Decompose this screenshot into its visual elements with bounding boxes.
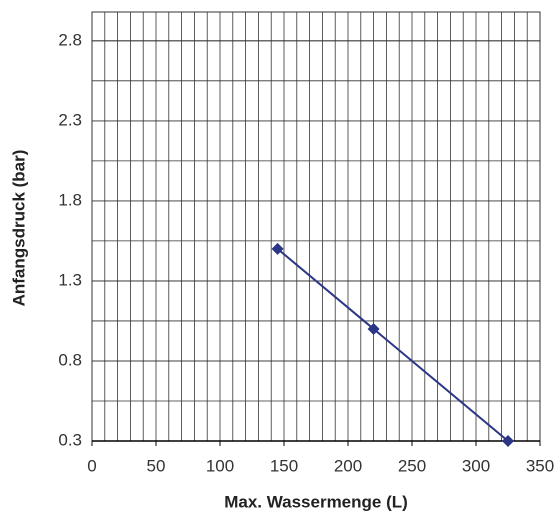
x-tick-label: 0 bbox=[87, 456, 96, 475]
x-tick-label: 100 bbox=[206, 456, 234, 475]
x-tick-label: 200 bbox=[334, 456, 362, 475]
marker bbox=[271, 242, 284, 255]
x-tick-label: 250 bbox=[398, 456, 426, 475]
x-tick-label: 150 bbox=[270, 456, 298, 475]
y-tick-label: 2.3 bbox=[58, 110, 82, 129]
y-tick-label: 2.8 bbox=[58, 30, 82, 49]
y-tick-label: 0.3 bbox=[58, 430, 82, 449]
x-tick-label: 350 bbox=[526, 456, 554, 475]
line bbox=[276, 248, 509, 442]
plot-frame bbox=[91, 11, 541, 442]
marker bbox=[367, 322, 380, 335]
x-axis-title: Max. Wassermenge (L) bbox=[224, 492, 408, 511]
y-tick-label: 1.8 bbox=[58, 190, 82, 209]
marker bbox=[502, 435, 514, 447]
y-tick-label: 0.8 bbox=[58, 350, 82, 369]
x-tick-label: 50 bbox=[147, 456, 166, 475]
x-tick-label: 300 bbox=[462, 456, 490, 475]
y-axis-title: Anfangsdruck (bar) bbox=[9, 150, 28, 307]
y-tick-label: 1.3 bbox=[58, 270, 82, 289]
